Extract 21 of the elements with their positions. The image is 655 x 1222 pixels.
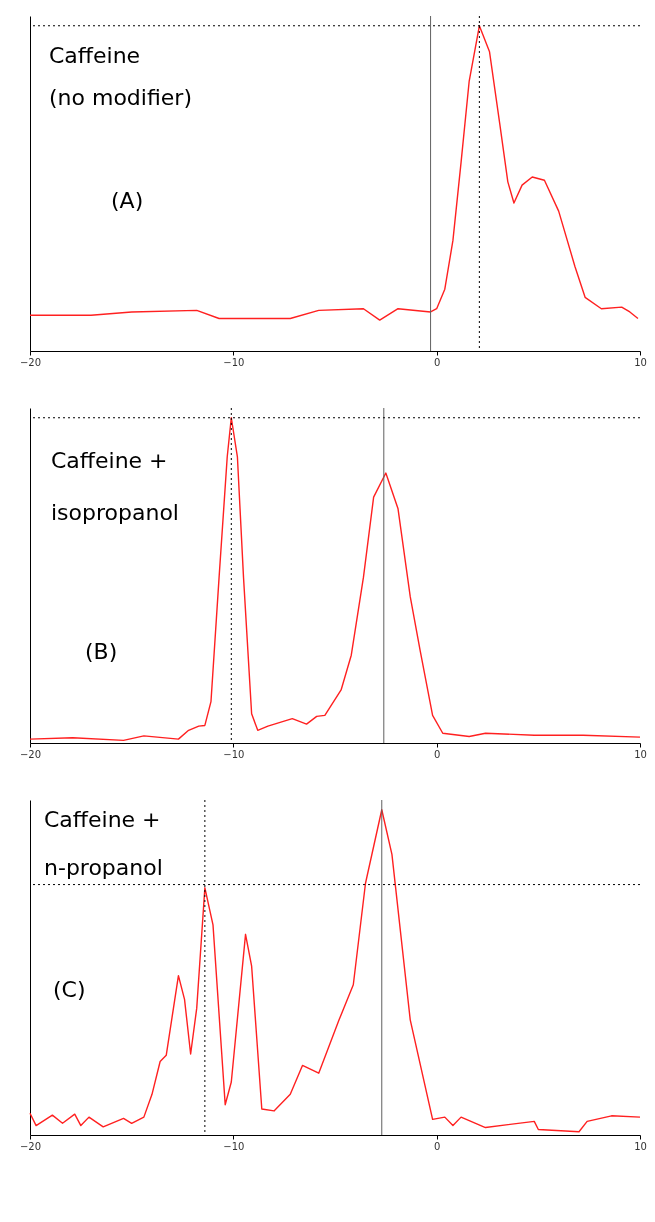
annotation: Caffeine + — [44, 807, 161, 832]
x-tick-label: 0 — [433, 356, 441, 368]
x-tick-label: 0 — [433, 1140, 441, 1152]
x-tick-label: −20 — [19, 748, 42, 760]
x-tick-label: 10 — [634, 748, 647, 760]
x-tick-label: −10 — [223, 1140, 245, 1152]
annotation: Caffeine + — [51, 448, 168, 473]
annotation: Caffeine — [49, 43, 141, 68]
x-tick-label: 10 — [634, 356, 647, 368]
annotation: (B) — [85, 639, 118, 664]
x-tick-label: −20 — [19, 356, 42, 368]
x-tick-label: −20 — [19, 1140, 42, 1152]
x-tick-label: 10 — [634, 1140, 647, 1152]
annotation: (C) — [53, 977, 86, 1002]
annotation: (A) — [111, 188, 144, 213]
annotation: isopropanol — [51, 500, 179, 525]
annotation: n-propanol — [44, 855, 163, 880]
annotation: (no modifier) — [49, 85, 192, 110]
x-tick-label: −10 — [223, 748, 245, 760]
x-tick-label: 0 — [433, 748, 441, 760]
x-tick-label: −10 — [223, 356, 245, 368]
